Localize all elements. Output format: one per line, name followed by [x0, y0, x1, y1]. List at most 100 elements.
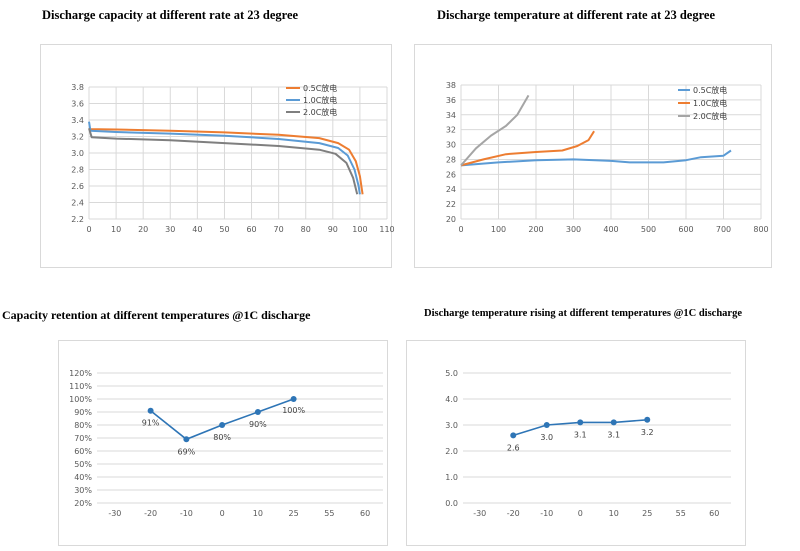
y-tick-label: 40% [74, 473, 92, 482]
data-point [610, 419, 617, 426]
data-point [510, 432, 517, 439]
data-label: 3.1 [607, 430, 620, 439]
legend-label: 0.5C放电 [303, 83, 337, 93]
x-tick-label: -20 [144, 509, 157, 518]
y-tick-label: 20% [74, 499, 92, 508]
x-tick-label: 20 [138, 225, 148, 234]
series-line-0 [460, 149, 732, 167]
series-line-1 [460, 130, 595, 167]
data-label: 90% [249, 420, 267, 429]
y-tick-label: 0.0 [445, 499, 458, 508]
x-tick-label: 90 [328, 225, 338, 234]
y-tick-label: 90% [74, 408, 92, 417]
x-tick-label: -10 [540, 509, 553, 518]
y-tick-label: 1.0 [445, 473, 458, 482]
y-tick-label: 36 [446, 96, 456, 105]
heading-discharge-temperature: Discharge temperature at different rate … [437, 8, 716, 22]
y-tick-label: 22 [446, 200, 456, 209]
x-tick-label: 10 [253, 509, 263, 518]
x-tick-label: 0 [458, 225, 463, 234]
y-tick-label: 26 [446, 170, 456, 179]
chart-temperature: 20 22 24 26 28 30 32 34 36 38 0 100 200 300 400 500 600 7… [446, 81, 769, 234]
x-tick-label: 60 [246, 225, 256, 234]
legend-label: 1.0C放电 [693, 98, 727, 108]
y-tick-label: 100% [69, 395, 92, 404]
legend-label: 1.0C放电 [303, 95, 337, 105]
x-tick-label: 100 [352, 225, 367, 234]
x-tick-label: 40 [192, 225, 202, 234]
x-tick-label: 0 [86, 225, 91, 234]
x-tick-label: 600 [678, 225, 693, 234]
y-tick-label: 2.0 [445, 447, 458, 456]
legend-label: 0.5C放电 [693, 85, 727, 95]
series-line-1 [88, 121, 361, 195]
chart-retention: 20% 30% 40% 50% 60% 70% 80% 90% 100% 110% 120% -30 -… [69, 369, 383, 518]
y-tick-label: 5.0 [445, 369, 458, 378]
y-tick-label: 50% [74, 460, 92, 469]
x-tick-label: 25 [642, 509, 652, 518]
data-label: 3.0 [540, 433, 553, 442]
y-tick-label: 32 [446, 126, 456, 135]
x-tick-label: -30 [473, 509, 486, 518]
series-line-2 [88, 128, 359, 195]
data-label: 2.6 [507, 443, 520, 452]
y-tick-label: 30% [74, 486, 92, 495]
x-tick-label: 10 [111, 225, 121, 234]
x-tick-label: 200 [528, 225, 543, 234]
x-tick-label: 500 [641, 225, 656, 234]
x-tick-label: 55 [324, 509, 334, 518]
x-tick-label: 80 [301, 225, 311, 234]
x-tick-label: 60 [709, 509, 719, 518]
x-tick-label: 400 [603, 225, 618, 234]
chart-panel-temp-rise: 0.0 1.0 2.0 3.0 4.0 5.0 -30 -20 -10 0 10 25 55 60 2.6 3… [406, 340, 746, 546]
x-tick-label: 10 [609, 509, 619, 518]
x-tick-label: -20 [507, 509, 520, 518]
x-tick-label: 0 [578, 509, 583, 518]
data-label: 100% [282, 406, 305, 415]
y-tick-label: 28 [446, 155, 456, 164]
x-tick-label: 800 [753, 225, 768, 234]
data-point [543, 422, 550, 428]
y-tick-label: 2.4 [71, 199, 84, 208]
y-tick-label: 3.2 [71, 133, 84, 142]
x-tick-label: 100 [491, 225, 506, 234]
y-tick-label: 70% [74, 434, 92, 443]
data-label: 3.1 [574, 430, 587, 439]
data-point [644, 416, 651, 423]
x-tick-label: 25 [289, 509, 299, 518]
y-tick-label: 2.6 [71, 182, 84, 191]
x-tick-label: 300 [566, 225, 581, 234]
y-tick-label: 38 [446, 81, 456, 90]
legend-label: 2.0C放电 [303, 107, 337, 117]
x-tick-label: 110 [379, 225, 394, 234]
data-label: 69% [177, 447, 195, 456]
x-tick-label: 55 [676, 509, 686, 518]
data-point [254, 409, 261, 415]
data-label: 91% [142, 419, 160, 428]
x-tick-label: 700 [716, 225, 731, 234]
chart-panel-temperature: 20 22 24 26 28 30 32 34 36 38 0 100 200 300 400 500 600 7… [414, 44, 772, 268]
heading-temperature-rising: Discharge temperature rising at differen… [424, 308, 742, 319]
chart-capacity: 2.2 2.4 2.6 2.8 3.0 3.2 3.4 3.6 3.8 0 10 20 30 40 50 60… [71, 83, 394, 234]
data-point [147, 407, 154, 414]
y-tick-label: 3.8 [71, 83, 84, 92]
x-tick-label: 50 [219, 225, 229, 234]
x-tick-label: 60 [360, 509, 370, 518]
x-tick-label: 0 [220, 509, 225, 518]
y-tick-label: 120% [69, 369, 92, 378]
y-tick-label: 30 [446, 141, 456, 150]
y-tick-label: 60% [74, 447, 92, 456]
data-point [183, 436, 190, 443]
y-tick-label: 2.8 [71, 166, 84, 175]
heading-discharge-capacity: Discharge capacity at different rate at … [42, 8, 299, 22]
y-tick-label: 2.2 [71, 215, 84, 224]
x-tick-label: 70 [274, 225, 284, 234]
chart-panel-capacity: 2.2 2.4 2.6 2.8 3.0 3.2 3.4 3.6 3.8 0 10 20 30 40 50 60… [40, 44, 395, 268]
series-line-2 [460, 94, 530, 167]
y-tick-label: 34 [446, 111, 456, 120]
data-point [290, 396, 297, 402]
y-tick-label: 4.0 [445, 395, 458, 404]
y-tick-label: 3.4 [71, 116, 84, 125]
x-tick-label: 30 [165, 225, 175, 234]
series-line-0 [88, 127, 364, 195]
